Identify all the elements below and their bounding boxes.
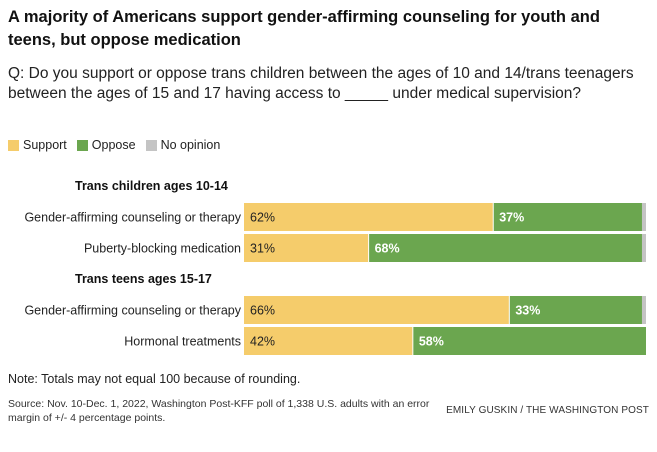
group-label: Trans children ages 10-14 (75, 179, 228, 193)
legend-item-oppose: Oppose (76, 138, 136, 152)
bar-support (244, 327, 413, 355)
data-label-oppose: 37% (499, 211, 524, 225)
legend-swatch-no-opinion (145, 139, 157, 151)
row-label: Gender-affirming counseling or therapy (24, 304, 241, 318)
survey-question: Q: Do you support or oppose trans childr… (8, 65, 634, 102)
bar-oppose (509, 296, 642, 324)
legend: Support Oppose No opinion (8, 138, 230, 152)
data-label-oppose: 33% (515, 304, 540, 318)
data-label-support: 62% (250, 211, 275, 225)
bar-support (244, 234, 369, 262)
data-label-support: 66% (250, 304, 275, 318)
legend-label-no-opinion: No opinion (160, 138, 221, 152)
chart-credit: EMILY GUSKIN / THE WASHINGTON POST (446, 405, 649, 416)
bar-oppose (412, 327, 646, 355)
legend-item-support: Support (8, 138, 67, 152)
data-label-support: 42% (250, 335, 275, 349)
bar-no-opinion (641, 203, 646, 231)
stacked-bar-chart: Trans children ages 10-14 Gender-affirmin… (24, 179, 646, 355)
legend-item-no-opinion: No opinion (145, 138, 221, 152)
bar-support (244, 203, 494, 231)
bar-no-opinion (641, 234, 646, 262)
data-label-support: 31% (250, 242, 275, 256)
legend-label-support: Support (23, 138, 67, 152)
data-label-oppose: 68% (375, 242, 400, 256)
chart-note: Note: Totals may not equal 100 because o… (8, 372, 301, 386)
bar-oppose (368, 234, 642, 262)
bar-oppose (493, 203, 642, 231)
bar-no-opinion (641, 296, 646, 324)
chart-source: Source: Nov. 10-Dec. 1, 2022, Washington… (8, 398, 430, 424)
legend-label-oppose: Oppose (91, 138, 136, 152)
row-label: Hormonal treatments (124, 335, 241, 349)
legend-swatch-oppose (76, 139, 88, 151)
row-label: Gender-affirming counseling or therapy (24, 211, 241, 225)
chart-title: A majority of Americans support gender-a… (8, 8, 600, 49)
data-label-oppose: 58% (419, 335, 444, 349)
row-label: Puberty-blocking medication (84, 242, 241, 256)
legend-swatch-support (8, 139, 19, 151)
group-label: Trans teens ages 15-17 (75, 272, 212, 286)
bar-support (244, 296, 510, 324)
